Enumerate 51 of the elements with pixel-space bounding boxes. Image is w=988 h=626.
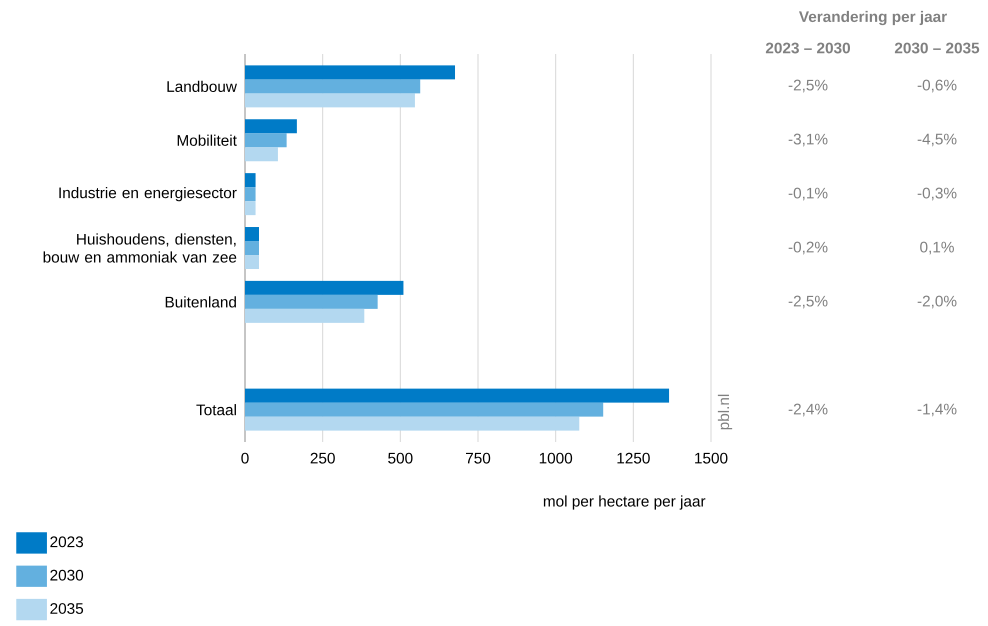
y-tick-label: Mobiliteit [178, 134, 237, 146]
y-tick-label: Huishoudens, diensten, bouw en ammoniak van zee [44, 233, 236, 263]
text: Verandering per jaar [798, 10, 947, 26]
text: -0,6% [918, 80, 956, 92]
x-tick-label: 250 [310, 452, 335, 464]
text: pbl.nl [718, 394, 732, 430]
bar [245, 308, 364, 323]
bar [245, 65, 456, 80]
text: -2,5% [788, 80, 828, 92]
bar [245, 79, 420, 94]
y-tick-label: Buitenland [166, 296, 236, 308]
y-tick-label: Industrie en energiesector [59, 186, 237, 202]
text: -2,4% [788, 404, 828, 416]
x-tick-label: 1000 [540, 452, 572, 464]
x-tick-label: 750 [466, 452, 490, 464]
legend-label: 2030 [50, 570, 84, 581]
bar [245, 147, 278, 162]
bar [245, 227, 259, 242]
text: 0,1% [920, 242, 954, 254]
bar [245, 187, 256, 202]
y-tick-label: Totaal [196, 404, 236, 416]
bar [245, 416, 580, 431]
bar [245, 388, 670, 403]
legend-label: 2023 [50, 536, 84, 548]
x-tick-label: 1500 [695, 452, 728, 464]
text: -1,4% [918, 404, 956, 416]
text: 2030 – 2035 [894, 42, 980, 54]
text: -4,5% [918, 134, 956, 146]
bar [245, 402, 604, 417]
bar [245, 280, 404, 295]
text: -3,1% [788, 134, 828, 146]
text: -2,5% [788, 296, 828, 308]
legend-label: 2035 [50, 603, 84, 614]
text: -0,3% [918, 188, 956, 200]
bar [245, 93, 415, 108]
bar [245, 241, 259, 256]
bar [245, 133, 287, 148]
y-tick-label: Landbouw [167, 80, 237, 92]
x-tick-label: 1250 [617, 452, 650, 464]
text: 2023 – 2030 [766, 42, 850, 54]
x-tick-label: 0 [241, 452, 249, 464]
bar [245, 119, 297, 134]
text: -0,2% [788, 242, 828, 254]
bar [245, 294, 378, 309]
x-tick-label: 500 [388, 452, 413, 464]
bar [245, 173, 256, 188]
x-axis-title: mol per hectare per jaar [544, 495, 706, 510]
text: -0,1% [788, 188, 828, 200]
bar [245, 255, 259, 270]
text: -2,0% [918, 296, 956, 308]
bar [245, 201, 256, 216]
